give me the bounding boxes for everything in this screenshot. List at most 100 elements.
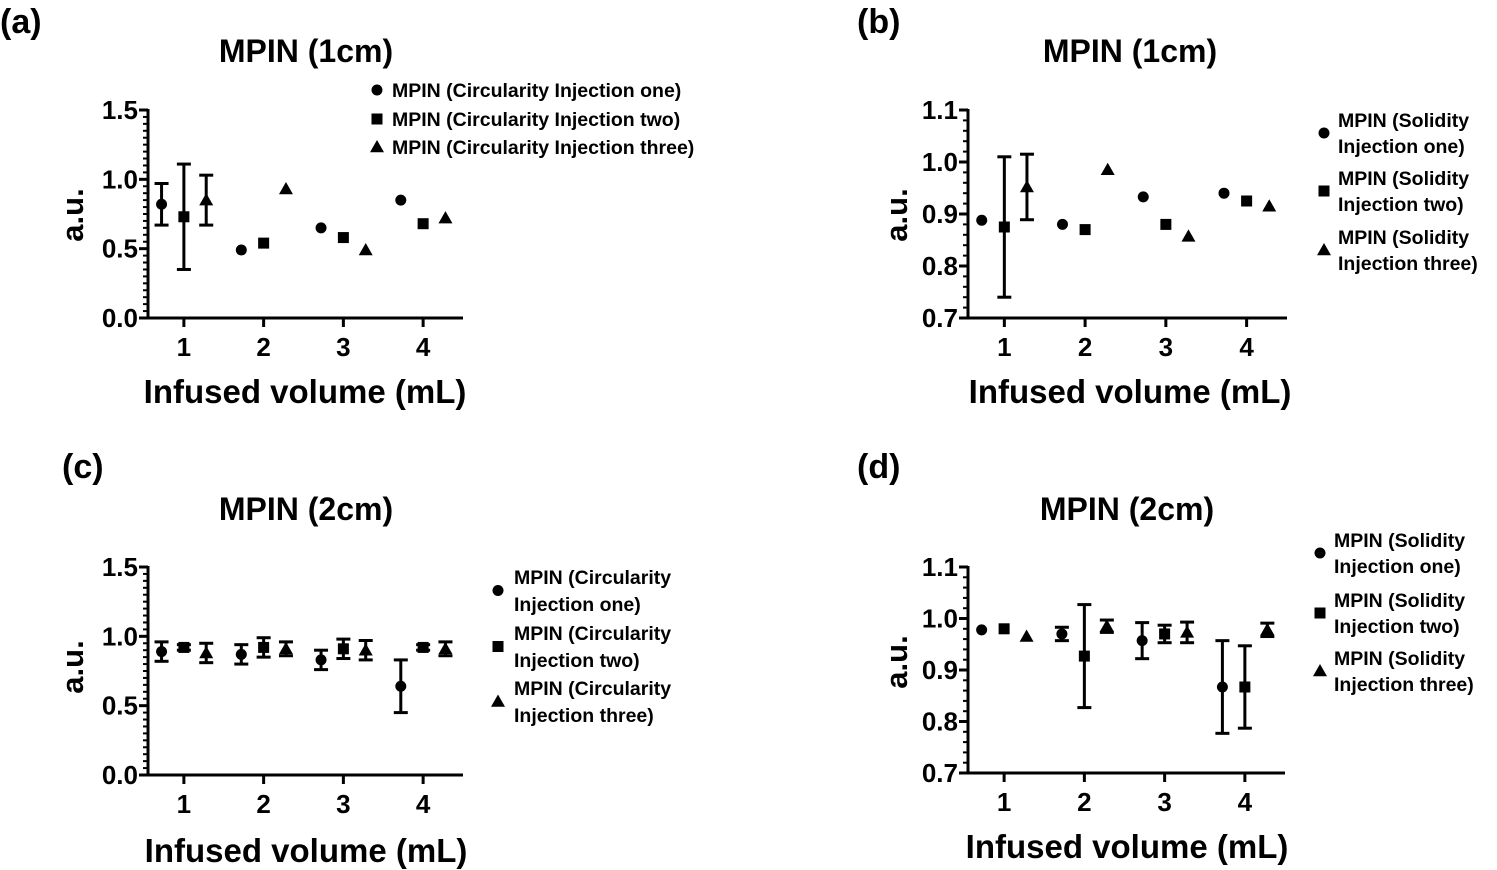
y-tick-label: 1.1 [922, 95, 958, 125]
legend-entry: MPIN (Circularity [514, 678, 671, 700]
legend-entry: Injection one) [1338, 136, 1465, 158]
y-tick-label: 0.0 [102, 760, 138, 790]
y-tick-label: 0.8 [922, 251, 958, 281]
x-axis-label: Infused volume (mL) [966, 828, 1289, 865]
series-square [176, 162, 429, 271]
y-tick-label: 1.0 [102, 621, 138, 651]
data-point-circle [1056, 628, 1068, 640]
data-point-square [178, 211, 190, 223]
y-tick-label: 1.5 [102, 552, 138, 582]
legend-entry: Injection three) [1338, 253, 1478, 275]
legend-entry: Injection one) [514, 594, 641, 616]
legend-marker-circle [371, 84, 383, 96]
y-axis-label: a.u. [55, 188, 90, 241]
series-circle [154, 181, 407, 256]
y-tick-label: 0.7 [922, 303, 958, 333]
series-triangle [1019, 152, 1277, 242]
legend-entry: MPIN (Circularity [514, 567, 671, 589]
legend-entry: MPIN (Solidity [1338, 110, 1469, 132]
chart-title: MPIN (2cm) [1040, 491, 1214, 527]
x-tick-label: 3 [336, 789, 350, 819]
data-point-square [1239, 681, 1251, 693]
chart-title: MPIN (2cm) [219, 491, 393, 527]
data-point-triangle [1260, 622, 1275, 636]
panel-c: (c) MPIN (2cm) Infused volume (mL) a.u. 0.0 0… [55, 448, 671, 869]
series-triangle [199, 173, 453, 256]
data-point-triangle [278, 182, 293, 195]
y-tick-label: 0.7 [922, 758, 958, 788]
chart-title: MPIN (1cm) [219, 33, 393, 69]
y-axis-label: a.u. [879, 188, 914, 241]
data-point-square [1241, 195, 1253, 207]
data-point-circle [976, 624, 988, 636]
legend-entry: MPIN (Circularity Injection one) [392, 80, 681, 102]
legend-entry: MPIN (Solidity [1334, 530, 1465, 552]
data-point-square [178, 641, 190, 653]
legend-entry: Injection two) [1334, 616, 1460, 638]
x-axis-label: Infused volume (mL) [145, 832, 468, 869]
chart-title: MPIN (1cm) [1043, 33, 1217, 69]
series-circle [976, 187, 1230, 230]
series-circle [976, 621, 1230, 735]
data-point-triangle [1019, 629, 1034, 642]
data-point-triangle [199, 193, 214, 206]
x-tick-label: 4 [1238, 787, 1253, 817]
x-tick-label: 4 [416, 789, 431, 819]
legend-marker-square [371, 113, 383, 125]
legend-marker-triangle [370, 140, 384, 153]
legend-entry: MPIN (Solidity [1334, 648, 1465, 670]
x-tick-label: 3 [336, 332, 350, 362]
data-point-circle [235, 648, 247, 660]
data-point-square [998, 221, 1010, 233]
data-point-circle [1137, 191, 1149, 203]
legend-marker-square [1318, 185, 1330, 197]
x-axis-label: Infused volume (mL) [969, 373, 1292, 410]
legend-entry: MPIN (Solidity [1338, 168, 1469, 190]
data-point-square [258, 641, 270, 653]
data-point-triangle [358, 643, 373, 656]
panel-label: (a) [0, 3, 42, 41]
y-axis-label: a.u. [55, 640, 90, 693]
data-point-square [1160, 218, 1172, 230]
panel-label: (d) [857, 448, 900, 486]
series-circle [154, 640, 408, 715]
panel-a: (a) MPIN (1cm) Infused volume (mL) a.u. 0.0 0… [0, 3, 694, 410]
series-square [998, 603, 1252, 730]
y-axis-label: a.u. [879, 635, 914, 688]
x-tick-label: 1 [997, 332, 1011, 362]
x-tick-label: 1 [997, 787, 1011, 817]
legend: MPIN (Solidity Injection one) MPIN (Solidi… [1313, 530, 1474, 696]
legend-marker-circle [492, 585, 504, 596]
legend-entry: MPIN (Solidity [1334, 590, 1465, 612]
legend: MPIN (Solidity Injection one) MPIN (Solidi… [1317, 110, 1478, 275]
data-point-square [1078, 650, 1090, 662]
legend-marker-triangle [1317, 243, 1331, 256]
data-point-triangle [199, 645, 214, 659]
x-axis-label: Infused volume (mL) [144, 373, 467, 410]
x-tick-label: 3 [1157, 787, 1171, 817]
data-point-circle [1218, 187, 1230, 199]
legend: MPIN (Circularity Injection one) MPIN (Ci… [370, 80, 694, 159]
data-point-circle [395, 194, 407, 206]
data-point-circle [156, 646, 168, 658]
series-triangle [1019, 618, 1275, 645]
data-point-square [998, 623, 1010, 635]
x-tick-label: 2 [1077, 787, 1091, 817]
data-point-circle [395, 680, 407, 692]
data-point-circle [1136, 635, 1148, 647]
x-tick-label: 3 [1159, 332, 1173, 362]
x-tick-label: 2 [256, 789, 270, 819]
data-point-circle [976, 214, 988, 226]
data-point-circle [1056, 218, 1068, 230]
data-point-square [1159, 628, 1171, 640]
data-point-circle [315, 222, 327, 234]
legend-marker-circle [1318, 127, 1330, 139]
legend-marker-triangle [491, 694, 505, 707]
y-tick-label: 0.8 [922, 707, 958, 737]
x-tick-label: 1 [177, 789, 191, 819]
x-tick-label: 4 [1239, 332, 1254, 362]
data-point-square [337, 232, 349, 244]
data-point-circle [235, 244, 247, 256]
data-point-triangle [1262, 199, 1277, 212]
